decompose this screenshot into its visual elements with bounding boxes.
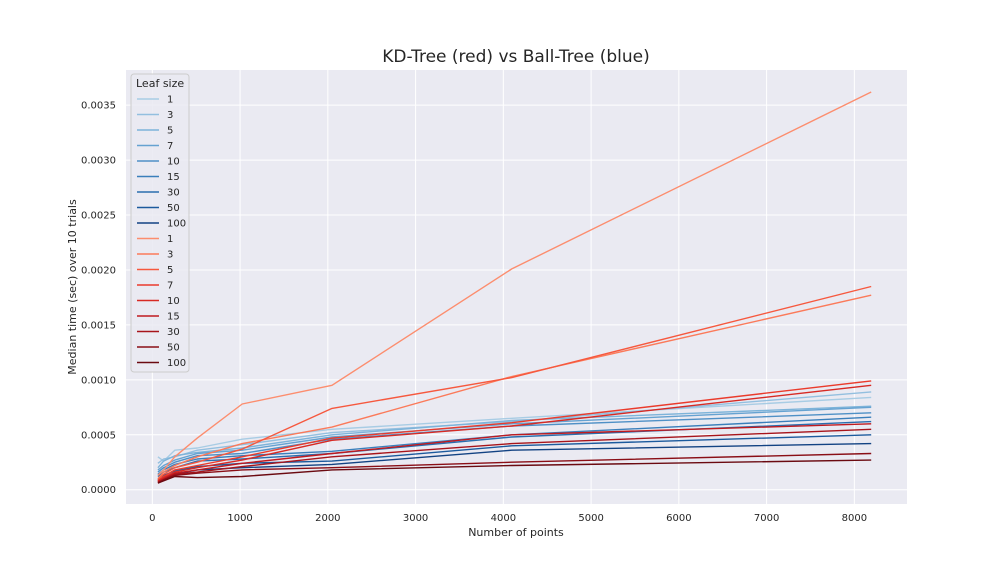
series-lines xyxy=(157,91,872,484)
legend-label: 7 xyxy=(167,281,173,292)
y-tick-label: 0.0005 xyxy=(81,430,116,441)
legend-label: 7 xyxy=(167,141,173,152)
legend-label: 5 xyxy=(167,265,173,276)
legend-label: 30 xyxy=(167,188,180,199)
legend-label: 5 xyxy=(167,126,173,137)
x-axis-label: Number of points xyxy=(468,526,564,539)
y-tick-label: 0.0000 xyxy=(81,485,116,496)
y-tick-label: 0.0035 xyxy=(81,101,116,112)
x-tick-label: 4000 xyxy=(491,513,516,524)
x-tick-label: 5000 xyxy=(578,513,603,524)
y-tick-label: 0.0015 xyxy=(81,320,116,331)
y-tick-label: 0.0020 xyxy=(81,265,116,276)
legend-label: 15 xyxy=(167,312,180,323)
kd-tree-series-line-leaf-50 xyxy=(157,452,872,484)
y-tick-label: 0.0030 xyxy=(81,156,116,167)
x-tick-label: 0 xyxy=(149,513,155,524)
x-tick-label: 7000 xyxy=(754,513,779,524)
legend-label: 3 xyxy=(167,250,173,261)
legend-label: 3 xyxy=(167,110,173,121)
plot-area-background xyxy=(126,70,907,504)
legend-label: 1 xyxy=(167,234,173,245)
legend: Leaf size 1 3 5 7 10 15 30 50 100 1 3 5 7 10 15 30 50 100 xyxy=(130,73,190,373)
y-axis-label: Median time (sec) over 10 trials xyxy=(66,199,79,375)
x-tick-label: 3000 xyxy=(403,513,428,524)
legend-label: 1 xyxy=(167,95,173,106)
legend-label: 100 xyxy=(167,358,186,369)
kd-tree-series-line-leaf-15 xyxy=(157,423,872,483)
x-tick-label: 6000 xyxy=(666,513,691,524)
x-tick-label: 8000 xyxy=(842,513,867,524)
x-tick-label: 1000 xyxy=(227,513,252,524)
legend-label: 100 xyxy=(167,219,186,230)
ball-tree-series-line-leaf-7 xyxy=(157,406,872,471)
x-tick-label: 2000 xyxy=(315,513,340,524)
legend-label: 30 xyxy=(167,327,180,338)
kd-tree-series-line-leaf-3 xyxy=(157,294,872,480)
legend-box xyxy=(130,73,190,373)
legend-label: 15 xyxy=(167,172,180,183)
legend-label: 10 xyxy=(167,296,180,307)
chart-title: KD-Tree (red) vs Ball-Tree (blue) xyxy=(382,47,649,67)
y-tick-label: 0.0010 xyxy=(81,375,116,386)
tick-labels: 0 1000 2000 3000 4000 5000 6000 7000 8000 0.0000 0… xyxy=(81,101,867,524)
legend-title: Leaf size xyxy=(136,77,184,90)
kd-tree-series-line-leaf-1 xyxy=(157,91,872,476)
kd-tree-series-line-leaf-100 xyxy=(157,459,872,484)
kd-tree-series-line-leaf-10 xyxy=(157,384,872,482)
legend-items: 1 3 5 7 10 15 30 50 100 1 3 5 7 10 15 30 50 100 xyxy=(137,95,186,369)
legend-label: 10 xyxy=(167,157,180,168)
legend-label: 50 xyxy=(167,203,180,214)
legend-label: 50 xyxy=(167,343,180,354)
kd-tree-series-line-leaf-7 xyxy=(157,380,872,482)
y-tick-label: 0.0025 xyxy=(81,211,116,222)
kd-tree-series-line-leaf-5 xyxy=(157,285,872,481)
